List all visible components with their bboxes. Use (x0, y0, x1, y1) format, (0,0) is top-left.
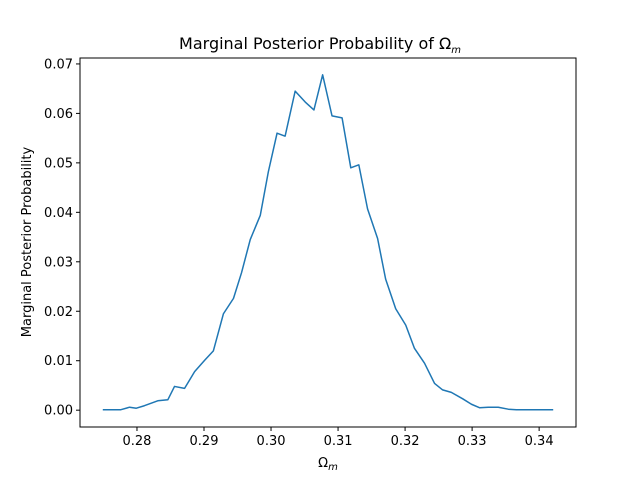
x-axis-title: Ωm (318, 456, 338, 473)
x-tick-label: 0.34 (525, 434, 554, 449)
x-axis: 0.28 0.29 0.30 0.31 0.32 0.33 0.34 (122, 427, 554, 449)
y-tick-label: 0.07 (44, 57, 73, 72)
y-tick-label: 0.00 (44, 404, 73, 419)
x-tick-label: 0.28 (122, 434, 151, 449)
y-axis: 0.00 0.01 0.02 0.03 0.04 0.05 0.06 0.07 (44, 57, 80, 419)
y-tick-label: 0.06 (44, 107, 73, 122)
y-axis-title: Marginal Posterior Probability (20, 146, 35, 337)
y-tick-label: 0.05 (44, 156, 73, 171)
x-tick-label: 0.33 (458, 434, 487, 449)
x-tick-label: 0.32 (391, 434, 420, 449)
x-tick-label: 0.29 (190, 434, 219, 449)
y-tick-label: 0.01 (44, 354, 73, 369)
plot-frame (79, 57, 577, 428)
x-tick-label: 0.30 (257, 434, 286, 449)
y-tick-label: 0.02 (44, 305, 73, 320)
y-tick-label: 0.03 (44, 255, 73, 270)
chart-title: Marginal Posterior Probability of Ωm (179, 34, 461, 56)
y-tick-label: 0.04 (44, 206, 73, 221)
x-tick-label: 0.31 (324, 434, 353, 449)
series-line (102, 74, 554, 411)
